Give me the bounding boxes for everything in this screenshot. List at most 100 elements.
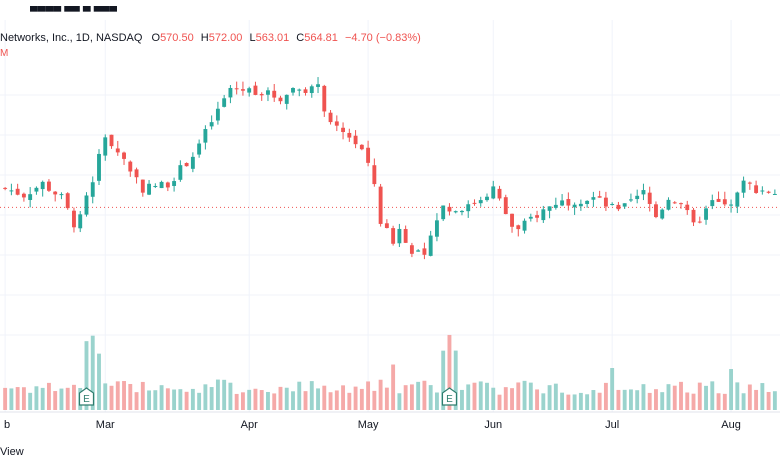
candle[interactable]	[485, 193, 489, 202]
candle[interactable]	[165, 181, 170, 192]
candle[interactable]	[259, 92, 264, 101]
candle[interactable]	[59, 192, 64, 200]
candle[interactable]	[72, 207, 76, 233]
candle[interactable]	[341, 122, 346, 140]
candle[interactable]	[466, 200, 471, 218]
candle[interactable]	[679, 202, 683, 209]
candle[interactable]	[322, 84, 327, 117]
candle[interactable]	[78, 210, 83, 233]
candle[interactable]	[140, 179, 145, 197]
candle[interactable]	[422, 242, 427, 260]
candle[interactable]	[747, 181, 752, 190]
candle[interactable]	[347, 128, 352, 142]
candle[interactable]	[672, 201, 677, 204]
candle[interactable]	[610, 202, 615, 206]
candle[interactable]	[503, 194, 508, 215]
candle[interactable]	[90, 176, 95, 204]
candle[interactable]	[128, 160, 133, 177]
candle[interactable]	[516, 224, 521, 237]
candle[interactable]	[603, 191, 608, 211]
earnings-marker[interactable]: E	[441, 387, 458, 406]
candle[interactable]	[328, 110, 333, 125]
candle[interactable]	[84, 192, 89, 217]
candle[interactable]	[597, 190, 602, 198]
candle[interactable]	[578, 199, 583, 211]
candle[interactable]	[428, 230, 433, 257]
candle[interactable]	[416, 249, 421, 252]
candle[interactable]	[535, 210, 540, 223]
candle[interactable]	[572, 202, 577, 215]
candle[interactable]	[297, 88, 302, 97]
candle[interactable]	[616, 201, 621, 212]
candle[interactable]	[215, 101, 220, 125]
candle[interactable]	[372, 158, 377, 187]
candle[interactable]	[122, 151, 126, 165]
candle[interactable]	[741, 176, 746, 198]
candle[interactable]	[628, 193, 633, 203]
candle[interactable]	[334, 115, 339, 132]
candle[interactable]	[660, 208, 665, 220]
candle[interactable]	[253, 81, 258, 96]
candle[interactable]	[528, 213, 533, 222]
candle[interactable]	[309, 84, 314, 98]
footer-link[interactable]: View	[0, 446, 24, 458]
candle[interactable]	[441, 205, 446, 222]
candle[interactable]	[722, 191, 727, 207]
candle[interactable]	[560, 194, 565, 207]
candle[interactable]	[21, 192, 26, 202]
candle[interactable]	[209, 115, 214, 130]
candle[interactable]	[53, 191, 58, 202]
candle[interactable]	[316, 77, 320, 94]
candle[interactable]	[497, 185, 502, 201]
candle[interactable]	[691, 208, 696, 227]
candle[interactable]	[65, 192, 70, 210]
candle[interactable]	[222, 94, 227, 108]
candle[interactable]	[46, 179, 51, 192]
candle[interactable]	[641, 183, 646, 201]
candle[interactable]	[697, 216, 702, 224]
candle[interactable]	[278, 95, 283, 105]
candle[interactable]	[40, 180, 45, 197]
candle[interactable]	[566, 192, 571, 211]
candle[interactable]	[472, 199, 477, 206]
candle[interactable]	[622, 203, 627, 210]
candle[interactable]	[772, 189, 777, 195]
candle[interactable]	[447, 203, 452, 216]
candle[interactable]	[647, 186, 652, 212]
candle[interactable]	[378, 183, 383, 227]
candle[interactable]	[635, 189, 640, 204]
candle[interactable]	[109, 134, 114, 149]
candle[interactable]	[184, 162, 189, 167]
candle[interactable]	[453, 210, 458, 214]
candle[interactable]	[190, 152, 195, 173]
candle[interactable]	[159, 180, 164, 189]
candle[interactable]	[353, 130, 358, 149]
candle[interactable]	[147, 180, 152, 196]
candle[interactable]	[729, 199, 734, 213]
candle[interactable]	[409, 242, 414, 258]
candle[interactable]	[359, 144, 364, 151]
candle[interactable]	[272, 84, 277, 102]
candle[interactable]	[391, 225, 396, 246]
candle[interactable]	[197, 139, 202, 158]
candle[interactable]	[478, 196, 483, 207]
candle[interactable]	[754, 180, 759, 194]
candle[interactable]	[710, 194, 715, 210]
candle[interactable]	[591, 191, 596, 207]
candle[interactable]	[234, 81, 239, 95]
candle[interactable]	[666, 197, 671, 211]
candle[interactable]	[654, 201, 658, 219]
candle[interactable]	[541, 205, 546, 223]
candle[interactable]	[553, 197, 558, 210]
candle[interactable]	[547, 206, 552, 219]
candle[interactable]	[704, 205, 708, 225]
candle[interactable]	[766, 190, 771, 194]
candle[interactable]	[735, 191, 740, 214]
candle[interactable]	[291, 87, 295, 96]
candle[interactable]	[266, 87, 270, 102]
candle[interactable]	[228, 85, 233, 104]
candle[interactable]	[172, 177, 177, 192]
candle[interactable]	[284, 94, 289, 110]
earnings-marker[interactable]: E	[78, 387, 95, 406]
